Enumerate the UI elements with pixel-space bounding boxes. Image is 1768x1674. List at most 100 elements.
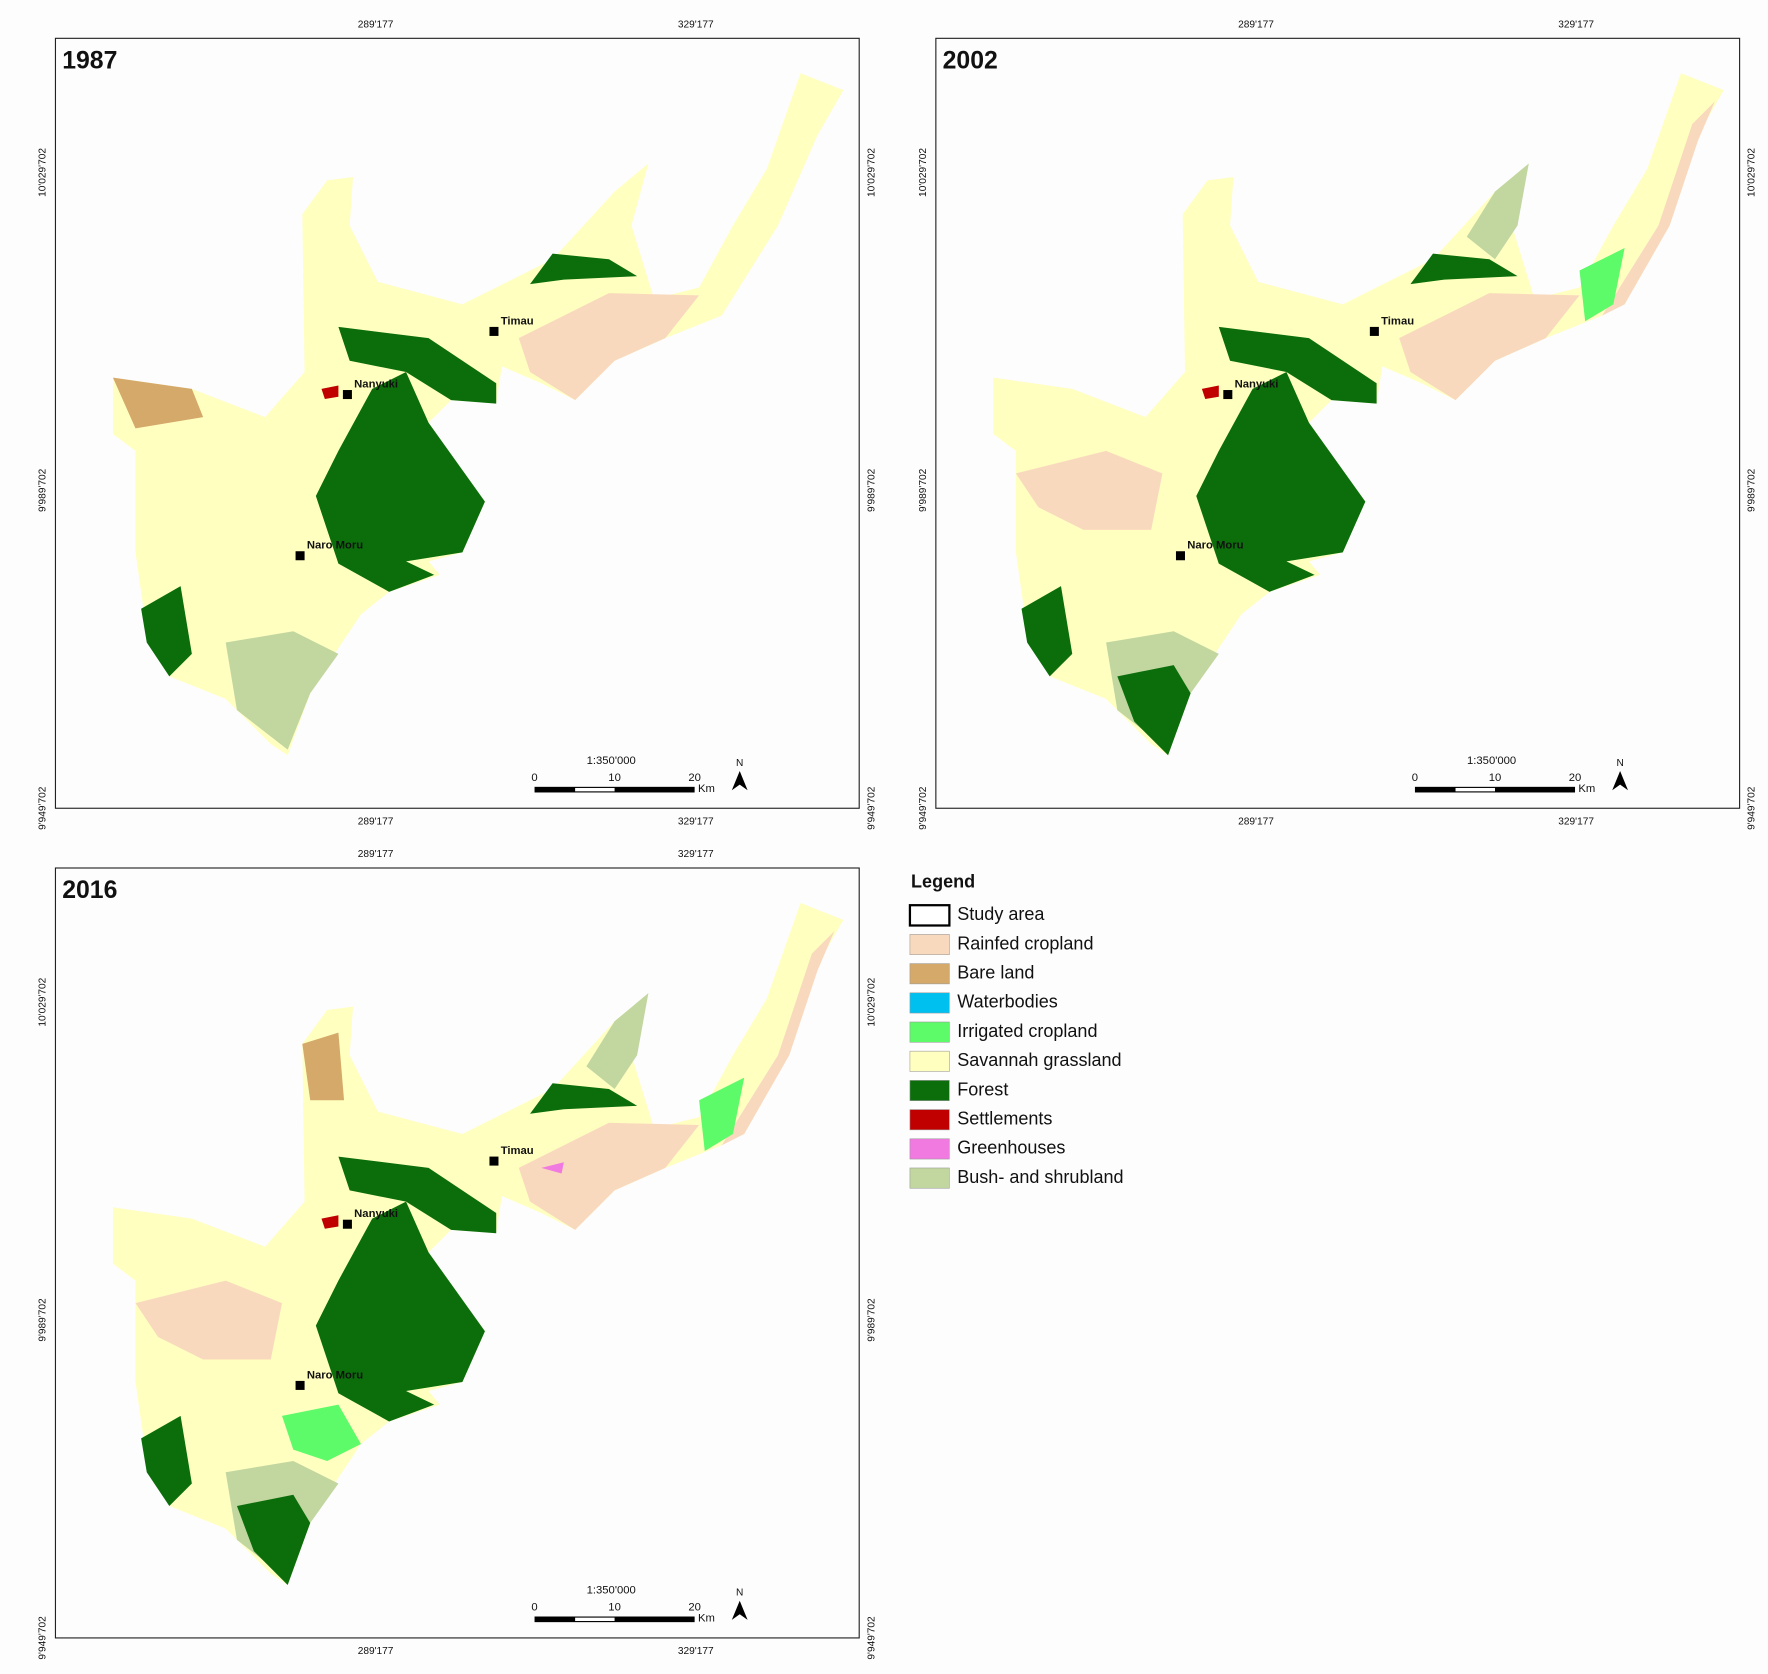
- legend-swatch: [909, 934, 950, 955]
- scale-unit: Km: [698, 1613, 715, 1625]
- scale-tick: 0: [531, 772, 537, 784]
- scale-tick: 0: [1412, 772, 1418, 784]
- land-cover-patch: [530, 1083, 638, 1114]
- y-coord-label: 9'989'702: [918, 468, 929, 512]
- town-label: Naro Moru: [1187, 540, 1243, 552]
- land-cover-patch: [586, 993, 649, 1089]
- legend-swatch: [909, 963, 950, 985]
- x-coord-label: 289'177: [1238, 19, 1274, 30]
- town-label: Nanyuki: [354, 1208, 398, 1220]
- y-coord-label: 9'949'702: [866, 1616, 877, 1660]
- y-coord-label: 9'949'702: [866, 786, 877, 830]
- x-coord-label: 329'177: [678, 816, 714, 827]
- town-marker: [295, 551, 305, 561]
- y-coord-label: 9'949'702: [918, 786, 929, 830]
- scale-tick: 0: [531, 1601, 537, 1613]
- land-cover-patch: [518, 293, 700, 401]
- y-coord-label: 9'949'702: [38, 1616, 49, 1660]
- land-cover-patch: [315, 1201, 485, 1422]
- y-coord-label: 9'989'702: [1747, 468, 1758, 512]
- study-area: [112, 73, 844, 756]
- legend-label: Waterbodies: [957, 992, 1057, 1012]
- y-coord-label: 9'989'702: [38, 468, 49, 512]
- land-cover-patch: [518, 1122, 700, 1230]
- land-cover-patch: [338, 326, 497, 404]
- land-cover-patch: [699, 1077, 745, 1151]
- town-label: Naro Moru: [307, 540, 363, 552]
- x-coord-label: 289'177: [358, 1646, 394, 1657]
- town-marker: [489, 326, 499, 336]
- legend-label: Savannah grassland: [957, 1050, 1121, 1070]
- legend-swatch: [909, 1138, 950, 1160]
- x-coord-label: 329'177: [1558, 19, 1594, 30]
- scale-tick: 10: [608, 1601, 621, 1613]
- town-marker: [342, 1219, 352, 1229]
- x-coord-label: 289'177: [1238, 816, 1274, 827]
- x-coord-label: 289'177: [358, 849, 394, 860]
- scale-unit: Km: [1578, 783, 1595, 795]
- land-cover-patch: [530, 253, 638, 285]
- land-cover-patch: [1015, 450, 1163, 530]
- y-coord-label: 9'989'702: [866, 1298, 877, 1342]
- scale-ratio: 1:350'000: [587, 755, 636, 767]
- land-cover-patch: [236, 1494, 311, 1585]
- y-coord-label: 10'029'702: [866, 148, 877, 197]
- town-label: Timau: [501, 1145, 534, 1157]
- scale-tick: 20: [688, 1601, 701, 1613]
- legend-swatch: [909, 1021, 950, 1043]
- north-arrow: [1612, 771, 1628, 791]
- town-marker: [489, 1156, 499, 1166]
- town-label: Nanyuki: [354, 378, 398, 390]
- land-cover-patch: [141, 586, 192, 677]
- north-arrow: [731, 1600, 748, 1620]
- town-marker: [1175, 551, 1185, 561]
- legend-swatch: [909, 1050, 950, 1072]
- legend: Legend Study area Rainfed cropland Bare lan…: [908, 871, 1124, 1189]
- land-cover-patch: [321, 385, 339, 400]
- scale-tick: 20: [1569, 772, 1582, 784]
- north-arrow: [731, 771, 748, 791]
- scale-ratio: 1:350'000: [587, 1585, 636, 1597]
- land-cover-patch: [1579, 248, 1625, 322]
- panel-year: 2002: [943, 48, 998, 75]
- legend-swatch: [909, 992, 950, 1014]
- scale-tick: 10: [608, 772, 621, 784]
- scale-bar: [575, 1617, 615, 1622]
- town-marker: [295, 1380, 305, 1390]
- land-cover-patch: [1021, 586, 1073, 677]
- land-cover-patch: [321, 1215, 339, 1229]
- y-coord-label: 10'029'702: [866, 977, 877, 1026]
- land-cover-patch: [225, 631, 339, 750]
- land-cover-patch: [1196, 372, 1366, 592]
- land-cover-patch: [1117, 665, 1191, 756]
- land-cover-patch: [1201, 385, 1219, 400]
- scale-tick: 20: [688, 772, 701, 784]
- land-cover-patch: [112, 377, 204, 429]
- land-cover-patch: [135, 1280, 283, 1360]
- town-label: Timau: [1381, 315, 1414, 327]
- land-cover-patch: [1399, 293, 1580, 401]
- legend-swatch: [909, 1167, 950, 1189]
- x-coord-label: 329'177: [678, 19, 714, 30]
- x-coord-label: 329'177: [1558, 816, 1594, 827]
- legend-swatch: [909, 1080, 950, 1101]
- town-marker: [342, 390, 352, 400]
- y-coord-label: 9'949'702: [1747, 786, 1758, 830]
- land-cover-patch: [1602, 101, 1715, 316]
- land-cover-patch: [1466, 163, 1529, 260]
- land-cover-patch: [1410, 253, 1518, 285]
- x-coord-label: 329'177: [678, 849, 714, 860]
- y-coord-label: 9'989'702: [866, 468, 877, 512]
- town-label: Naro Moru: [307, 1369, 363, 1381]
- y-coord-label: 9'949'702: [38, 786, 49, 830]
- y-coord-label: 9'989'702: [38, 1298, 49, 1342]
- y-coord-label: 10'029'702: [38, 977, 49, 1026]
- north-label: N: [736, 1588, 743, 1599]
- scale-bar: [1455, 787, 1495, 792]
